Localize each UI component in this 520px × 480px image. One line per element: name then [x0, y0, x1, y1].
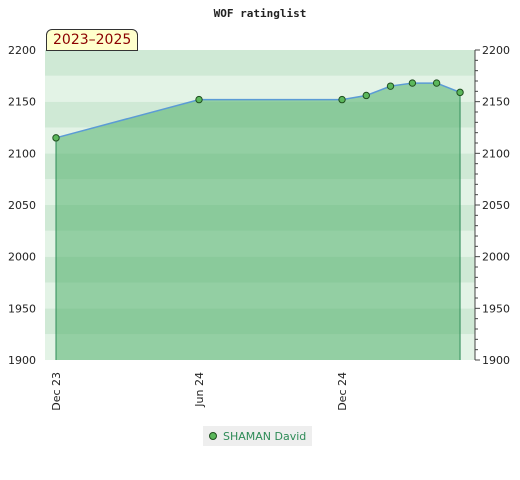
y-tick-label: 2000 — [8, 251, 36, 264]
y-tick-label-right: 2200 — [482, 44, 510, 57]
data-point — [362, 91, 370, 100]
y-axis-left: 1900 1950 2000 2050 2100 2150 2200 — [8, 44, 36, 367]
y-tick-label: 1900 — [8, 354, 36, 367]
chart-title: WOF ratinglist — [214, 7, 307, 20]
data-point — [52, 134, 60, 142]
data-point — [408, 79, 417, 87]
data-point — [195, 95, 203, 104]
legend-marker-icon — [209, 432, 217, 440]
data-points — [52, 79, 464, 142]
y-tick-label: 1950 — [8, 302, 36, 315]
y-axis-right: 1900 1950 2000 2050 2100 2150 2200 — [474, 44, 510, 367]
x-tick-label: Dec 23 — [50, 372, 63, 411]
rating-area — [56, 83, 461, 361]
y-tick-label: 2150 — [8, 96, 36, 109]
data-point — [386, 82, 395, 90]
x-axis: Dec 23 Jun 24 Dec 24 — [50, 372, 349, 411]
y-tick-label-right: 1950 — [482, 302, 510, 315]
y-tick-label-right: 2150 — [482, 96, 510, 109]
y-tick-label: 2200 — [8, 44, 36, 57]
y-tick-label-right: 2000 — [482, 251, 510, 264]
drop-lines — [55, 92, 461, 360]
y-tick-label: 2100 — [8, 147, 36, 160]
band — [45, 50, 475, 76]
data-point — [432, 79, 441, 87]
y-tick-label-right: 2050 — [482, 199, 510, 212]
y-tick-label: 2050 — [8, 199, 36, 212]
period-badge: 2023–2025 — [46, 29, 139, 51]
y-tick-label-right: 2100 — [482, 147, 510, 160]
area-fill — [56, 83, 461, 361]
x-tick-label: Dec 24 — [336, 372, 349, 411]
data-point — [338, 95, 346, 104]
data-point — [456, 88, 464, 97]
series-line — [55, 82, 461, 139]
x-tick-label: Jun 24 — [193, 372, 206, 408]
legend: SHAMAN David — [203, 426, 313, 446]
y-tick-label-right: 1900 — [482, 354, 510, 367]
rating-line — [55, 82, 461, 139]
legend-label: SHAMAN David — [223, 429, 307, 443]
